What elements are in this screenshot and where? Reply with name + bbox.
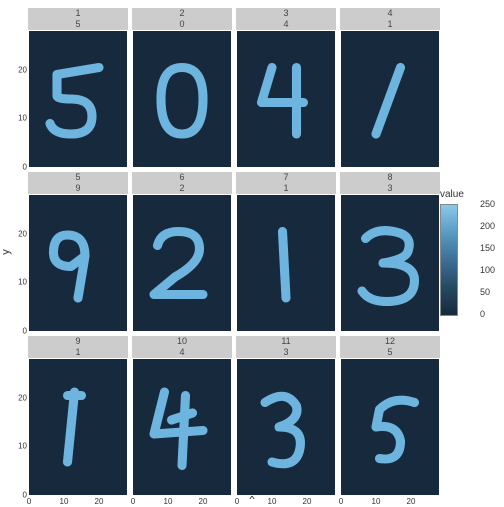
y-ticks: 01020: [11, 195, 27, 331]
strip-bottom: 1: [236, 183, 336, 194]
strip-bottom: 2: [132, 183, 232, 194]
strip-top: 5: [28, 172, 128, 183]
facet-11: 11301020: [236, 336, 336, 496]
strip-top: 8: [340, 172, 440, 183]
panel: [236, 30, 336, 168]
digit-heatmap: [29, 195, 127, 331]
facet-4: 41: [340, 8, 440, 168]
strip-bottom: 1: [340, 19, 440, 30]
facet-grid: 1501020203441590102062718391010200102010…: [28, 8, 440, 496]
digit-heatmap: [29, 31, 127, 167]
strip-top: 12: [340, 336, 440, 347]
strip-top: 2: [132, 8, 232, 19]
x-ticks: 01020: [29, 497, 127, 507]
panel: [236, 194, 336, 332]
plot-area: 1501020203441590102062718391010200102010…: [0, 0, 440, 504]
strip-top: 4: [340, 8, 440, 19]
facet-12: 12501020: [340, 336, 440, 496]
digit-heatmap: [133, 359, 231, 495]
digit-heatmap: [341, 359, 439, 495]
figure: y x 150102020344159010206271839101020010…: [0, 0, 504, 504]
x-ticks: 01020: [133, 497, 231, 507]
panel: [132, 30, 232, 168]
strip-top: 9: [28, 336, 128, 347]
digit-heatmap: [237, 195, 335, 331]
strip-bottom: 1: [28, 347, 128, 358]
x-ticks: 01020: [341, 497, 439, 507]
facet-9: 910102001020: [28, 336, 128, 496]
panel: [340, 30, 440, 168]
y-ticks: 01020: [11, 359, 27, 495]
digit-heatmap: [237, 359, 335, 495]
legend-colorbar: [440, 204, 458, 316]
facet-1: 1501020: [28, 8, 128, 168]
facet-7: 71: [236, 172, 336, 332]
panel: [132, 194, 232, 332]
y-ticks: 01020: [11, 31, 27, 167]
panel: 01020: [340, 358, 440, 496]
strip-bottom: 5: [28, 19, 128, 30]
facet-2: 20: [132, 8, 232, 168]
strip-bottom: 0: [132, 19, 232, 30]
facet-6: 62: [132, 172, 232, 332]
panel: 01020: [132, 358, 232, 496]
strip-top: 11: [236, 336, 336, 347]
x-ticks: 01020: [237, 497, 335, 507]
panel: 01020: [28, 30, 128, 168]
panel: 01020: [236, 358, 336, 496]
legend: value 250200150100500: [440, 0, 504, 504]
panel: 01020: [28, 194, 128, 332]
digit-heatmap: [133, 195, 231, 331]
strip-top: 10: [132, 336, 232, 347]
digit-heatmap: [341, 195, 439, 331]
strip-bottom: 4: [132, 347, 232, 358]
digit-heatmap: [237, 31, 335, 167]
strip-top: 3: [236, 8, 336, 19]
strip-bottom: 5: [340, 347, 440, 358]
strip-top: 7: [236, 172, 336, 183]
facet-3: 34: [236, 8, 336, 168]
strip-bottom: 9: [28, 183, 128, 194]
facet-10: 10401020: [132, 336, 232, 496]
facet-8: 83: [340, 172, 440, 332]
strip-top: 1: [28, 8, 128, 19]
digit-heatmap: [133, 31, 231, 167]
panel: 0102001020: [28, 358, 128, 496]
digit-heatmap: [341, 31, 439, 167]
facet-5: 5901020: [28, 172, 128, 332]
strip-bottom: 4: [236, 19, 336, 30]
strip-top: 6: [132, 172, 232, 183]
digit-heatmap: [29, 359, 127, 495]
strip-bottom: 3: [236, 347, 336, 358]
strip-bottom: 3: [340, 183, 440, 194]
panel: [340, 194, 440, 332]
